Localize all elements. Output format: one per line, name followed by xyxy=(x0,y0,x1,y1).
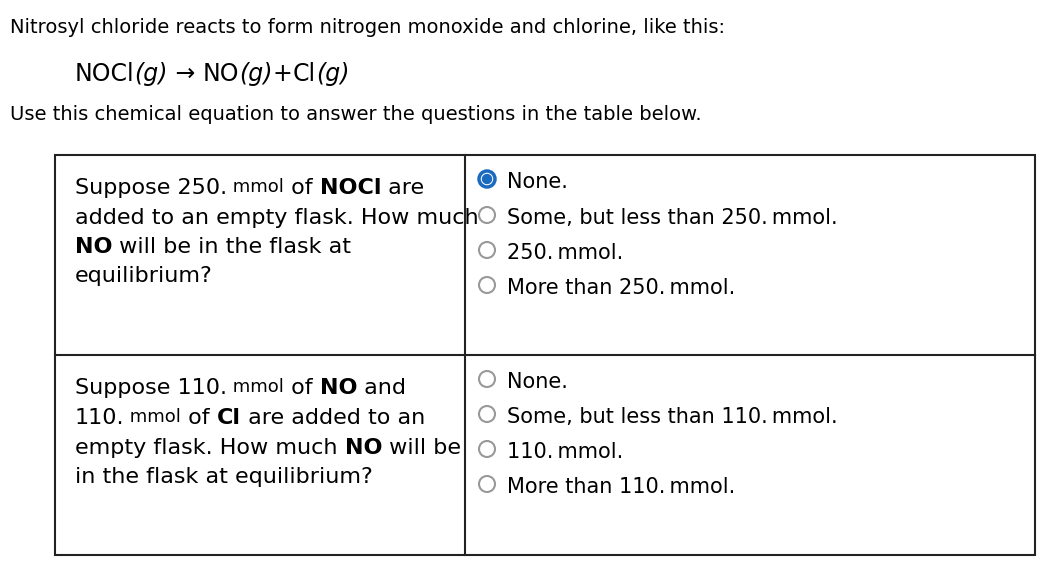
Text: of: of xyxy=(284,378,320,398)
Text: of: of xyxy=(284,178,320,198)
Text: will be: will be xyxy=(383,438,461,458)
Text: Cl: Cl xyxy=(292,62,315,86)
Text: NOCl: NOCl xyxy=(320,178,381,198)
Text: mmol: mmol xyxy=(227,378,284,396)
Circle shape xyxy=(482,174,492,183)
Text: None.: None. xyxy=(507,372,568,392)
Text: in the flask at equilibrium?: in the flask at equilibrium? xyxy=(75,467,373,487)
Text: Some, but less than 110. mmol.: Some, but less than 110. mmol. xyxy=(507,407,837,427)
Text: More than 110. mmol.: More than 110. mmol. xyxy=(507,477,736,497)
Text: 110. mmol.: 110. mmol. xyxy=(507,442,624,462)
Text: equilibrium?: equilibrium? xyxy=(75,266,213,286)
Text: will be in the flask at: will be in the flask at xyxy=(112,237,351,257)
Bar xyxy=(54,155,1035,555)
Text: NO: NO xyxy=(320,378,357,398)
Text: Suppose 250.: Suppose 250. xyxy=(75,178,227,198)
Text: and: and xyxy=(357,378,407,398)
Text: →: → xyxy=(168,62,203,86)
Text: Use this chemical equation to answer the questions in the table below.: Use this chemical equation to answer the… xyxy=(10,105,701,124)
Text: NO: NO xyxy=(345,438,383,458)
Text: (g): (g) xyxy=(134,62,168,86)
Text: Nitrosyl chloride reacts to form nitrogen monoxide and chlorine, like this:: Nitrosyl chloride reacts to form nitroge… xyxy=(10,18,725,37)
Text: added to an empty flask. How much: added to an empty flask. How much xyxy=(75,208,479,228)
Text: 110.: 110. xyxy=(75,408,125,428)
Text: Some, but less than 250. mmol.: Some, but less than 250. mmol. xyxy=(507,208,837,228)
Text: Suppose 110.: Suppose 110. xyxy=(75,378,227,398)
Text: (g): (g) xyxy=(315,62,349,86)
Text: More than 250. mmol.: More than 250. mmol. xyxy=(507,278,736,298)
Circle shape xyxy=(479,171,495,187)
Text: NOCl: NOCl xyxy=(75,62,134,86)
Text: NO: NO xyxy=(203,62,239,86)
Text: Cl: Cl xyxy=(217,408,241,428)
Text: of: of xyxy=(181,408,217,428)
Text: are added to an: are added to an xyxy=(241,408,425,428)
Text: mmol: mmol xyxy=(227,178,284,196)
Text: are: are xyxy=(381,178,424,198)
Text: +: + xyxy=(272,62,292,86)
Text: NO: NO xyxy=(75,237,112,257)
Text: mmol: mmol xyxy=(125,408,181,426)
Text: empty flask. How much: empty flask. How much xyxy=(75,438,345,458)
Text: 250. mmol.: 250. mmol. xyxy=(507,243,624,263)
Text: (g): (g) xyxy=(239,62,272,86)
Text: None.: None. xyxy=(507,172,568,192)
